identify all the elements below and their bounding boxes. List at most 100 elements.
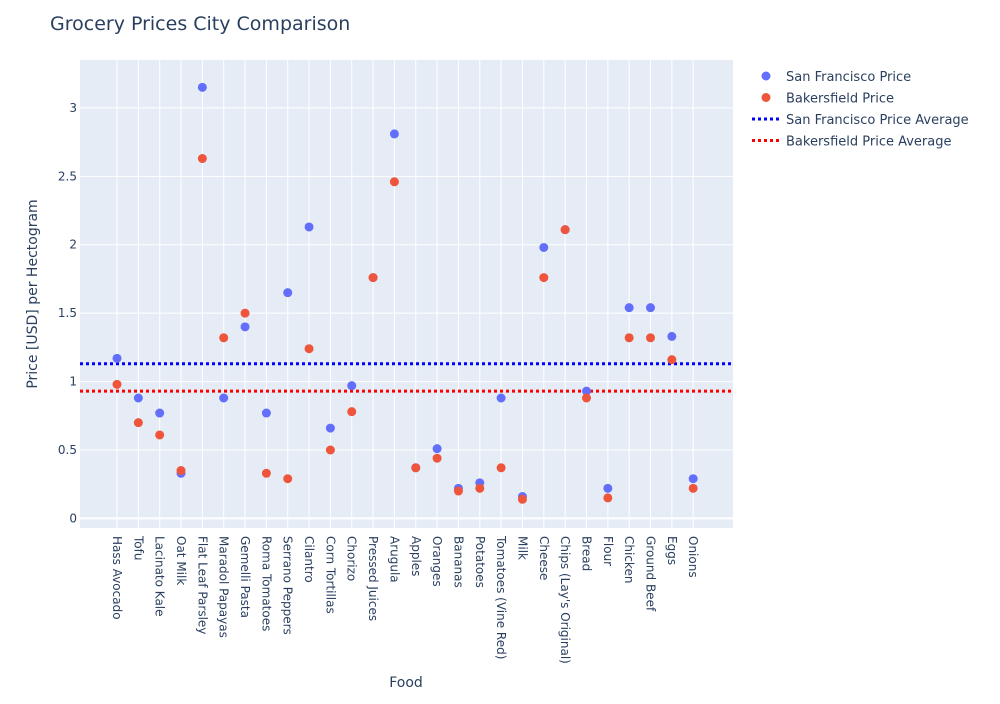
data-point xyxy=(646,303,655,313)
y-tick-label: 2 xyxy=(69,238,77,252)
legend-item[interactable]: Bakersfield Price xyxy=(761,92,894,107)
average-lines xyxy=(80,362,733,393)
data-point xyxy=(197,154,207,164)
data-point xyxy=(219,393,229,403)
x-tick-label: Gemelli Pasta xyxy=(238,536,252,618)
x-tick-label: Onions xyxy=(686,536,700,578)
x-tick-label: Ground Beef xyxy=(644,536,658,612)
data-point xyxy=(219,333,229,343)
data-point xyxy=(283,474,293,484)
y-axis-title: Price [USD] per Hectogram xyxy=(25,199,41,388)
data-point xyxy=(432,444,442,454)
x-tick-label: Cheese xyxy=(537,536,551,580)
data-point xyxy=(432,453,442,463)
data-point xyxy=(688,483,698,493)
x-tick-label: Potatoes xyxy=(473,536,487,588)
y-tick-label: 0 xyxy=(69,511,77,525)
data-point xyxy=(325,423,335,433)
y-tick-label: 1 xyxy=(69,375,77,389)
legend-marker xyxy=(761,93,771,102)
data-point xyxy=(112,379,122,389)
x-tick-label: Cilantro xyxy=(302,536,316,583)
plot-area xyxy=(80,60,733,528)
chart-title: Grocery Prices City Comparison xyxy=(50,13,350,35)
legend-label: Bakersfield Price xyxy=(786,92,894,107)
data-point xyxy=(304,222,314,232)
data-point xyxy=(411,463,421,473)
legend-marker xyxy=(761,71,771,81)
legend-label: Bakersfield Price Average xyxy=(786,135,951,150)
x-axis-title: Food xyxy=(389,675,423,691)
data-point xyxy=(261,468,271,478)
data-point xyxy=(112,353,122,363)
x-tick-label: Corn Tortillas xyxy=(323,536,337,614)
data-point xyxy=(155,408,165,418)
x-tick-label: Chorizo xyxy=(345,536,359,581)
data-point xyxy=(389,129,399,139)
data-point xyxy=(389,177,399,187)
x-tick-label: Chicken xyxy=(622,536,636,583)
data-point xyxy=(475,483,485,493)
y-tick-label: 2.5 xyxy=(58,169,77,183)
data-point xyxy=(624,303,634,313)
data-point xyxy=(453,486,463,496)
data-point xyxy=(496,393,506,403)
x-tick-label: Oranges xyxy=(430,536,444,587)
data-point xyxy=(603,483,613,493)
data-point xyxy=(560,225,570,235)
x-tick-label: Flour xyxy=(601,536,615,566)
x-tick-label: Flat Leaf Parsley xyxy=(195,536,209,634)
data-point xyxy=(603,493,613,503)
data-point xyxy=(133,393,143,403)
x-tick-label: Tofu xyxy=(131,535,145,560)
data-point xyxy=(240,308,250,318)
x-tick-label: Hass Avocado xyxy=(110,536,124,620)
x-tick-label: Eggs xyxy=(665,536,679,565)
data-point xyxy=(197,82,207,92)
data-point xyxy=(667,331,677,341)
legend-item[interactable]: San Francisco Price xyxy=(761,70,912,85)
gridlines xyxy=(80,60,733,528)
legend-item[interactable]: Bakersfield Price Average xyxy=(752,135,951,150)
legend[interactable]: San Francisco Price Bakersfield Price San … xyxy=(752,70,969,150)
x-tick-label: Serrano Peppers xyxy=(281,536,295,635)
data-point xyxy=(581,386,591,396)
data-point xyxy=(240,322,250,332)
x-tick-label: Arugula xyxy=(387,536,401,583)
data-point xyxy=(325,445,335,455)
y-tick-label: 3 xyxy=(69,101,77,115)
data-point xyxy=(347,407,357,417)
data-point xyxy=(496,463,506,473)
data-point xyxy=(347,381,357,391)
x-tick-label: Bread xyxy=(579,536,593,571)
data-point xyxy=(176,466,186,476)
x-axis-ticks: Hass Avocado Tofu Lacinato Kale Oat Milk Fla… xyxy=(110,535,700,664)
y-tick-label: 0.5 xyxy=(58,443,77,457)
data-point xyxy=(539,273,549,283)
data-point xyxy=(155,430,165,440)
data-point xyxy=(646,333,655,343)
x-tick-label: Chips (Lay's Original) xyxy=(558,536,572,664)
data-point xyxy=(517,494,527,504)
data-point xyxy=(368,273,378,283)
y-tick-label: 1.5 xyxy=(58,306,77,320)
data-point xyxy=(581,393,591,403)
data-point xyxy=(539,242,549,252)
x-tick-label: Tomatoes (Vine Red) xyxy=(494,535,508,659)
x-tick-label: Oat Milk xyxy=(174,536,188,585)
data-point xyxy=(688,474,698,484)
legend-label: San Francisco Price xyxy=(786,70,911,85)
x-tick-label: Milk xyxy=(515,536,529,560)
x-tick-label: Maradol Papayas xyxy=(217,536,231,638)
x-tick-label: Roma Tomatoes xyxy=(259,536,273,631)
legend-item[interactable]: San Francisco Price Average xyxy=(752,113,969,128)
y-axis-ticks: 0 0.5 1 1.5 2 2.5 3 xyxy=(58,101,77,526)
data-point xyxy=(261,408,271,418)
data-point xyxy=(283,288,293,298)
data-point xyxy=(624,333,634,343)
legend-label: San Francisco Price Average xyxy=(786,113,969,128)
x-tick-label: Apples xyxy=(409,536,423,576)
x-tick-label: Lacinato Kale xyxy=(153,536,167,617)
